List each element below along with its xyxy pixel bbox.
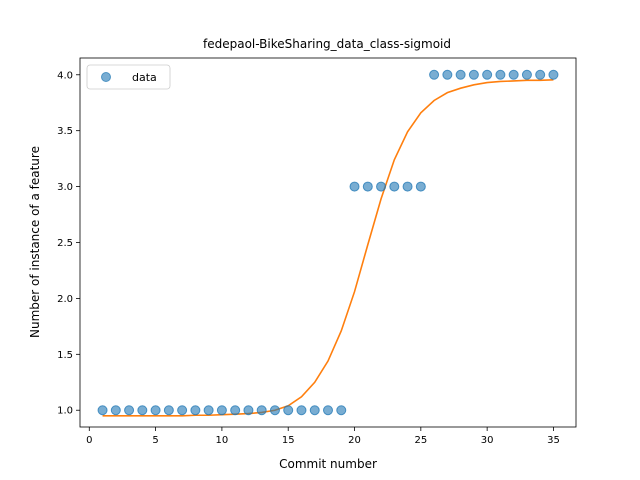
data-point — [177, 405, 188, 416]
data-point — [283, 405, 294, 416]
data-point — [548, 69, 559, 80]
data-point — [230, 405, 241, 416]
y-tick-label: 3.0 — [57, 182, 73, 193]
data-point — [110, 405, 121, 416]
legend: data — [86, 64, 171, 90]
data-point — [402, 181, 413, 192]
x-tick-label: 15 — [282, 435, 295, 446]
data-point — [349, 181, 360, 192]
x-tick-label: 10 — [216, 435, 229, 446]
data-point — [455, 69, 466, 80]
legend-marker-data — [101, 72, 111, 82]
data-point — [482, 69, 493, 80]
data-point — [296, 405, 307, 416]
plot-frame — [79, 57, 577, 428]
x-tick-label: 25 — [414, 435, 427, 446]
data-point — [389, 181, 400, 192]
legend-box — [86, 64, 171, 90]
data-point — [256, 405, 267, 416]
x-axis-label: Commit number — [279, 457, 377, 471]
y-tick-label: 1.5 — [57, 350, 73, 361]
x-tick-label: 30 — [481, 435, 494, 446]
data-point — [203, 405, 214, 416]
x-tick-label: 5 — [152, 435, 158, 446]
data-point — [429, 69, 440, 80]
y-tick-label: 3.5 — [57, 126, 73, 137]
data-point — [468, 69, 479, 80]
data-point — [124, 405, 135, 416]
data-point — [376, 181, 387, 192]
x-tick-label: 35 — [547, 435, 560, 446]
data-point — [415, 181, 426, 192]
x-axis: 0 5 10 15 20 25 30 35 — [86, 427, 560, 446]
x-tick-label: 20 — [348, 435, 361, 446]
data-point — [163, 405, 174, 416]
y-tick-label: 2.5 — [57, 238, 73, 249]
y-tick-label: 1.0 — [57, 406, 73, 417]
data-point — [442, 69, 453, 80]
y-tick-label: 2.0 — [57, 294, 73, 305]
x-tick-label: 0 — [86, 435, 92, 446]
y-tick-label: 4.0 — [57, 70, 73, 81]
legend-label-data: data — [132, 71, 157, 84]
y-axis-label: Number of instance of a feature — [28, 146, 42, 338]
data-point — [243, 405, 254, 416]
y-axis: 1.0 1.5 2.0 2.5 3.0 3.5 4.0 — [57, 70, 80, 417]
data-point — [216, 405, 227, 416]
data-point — [336, 405, 347, 416]
plot-area — [97, 69, 559, 417]
data-point — [97, 405, 108, 416]
data-point — [323, 405, 333, 416]
data-point — [269, 405, 280, 416]
data-point — [309, 405, 320, 416]
data-point — [137, 405, 148, 416]
data-point — [150, 405, 161, 416]
data-point — [535, 69, 546, 80]
data-point — [521, 69, 532, 80]
data-point — [362, 181, 373, 192]
chart-title: fedepaol-BikeSharing_data_class-sigmoid — [203, 37, 451, 51]
data-point — [190, 405, 201, 416]
fit-curve-line — [102, 79, 554, 417]
data-point — [508, 69, 519, 80]
data-point — [495, 69, 506, 80]
